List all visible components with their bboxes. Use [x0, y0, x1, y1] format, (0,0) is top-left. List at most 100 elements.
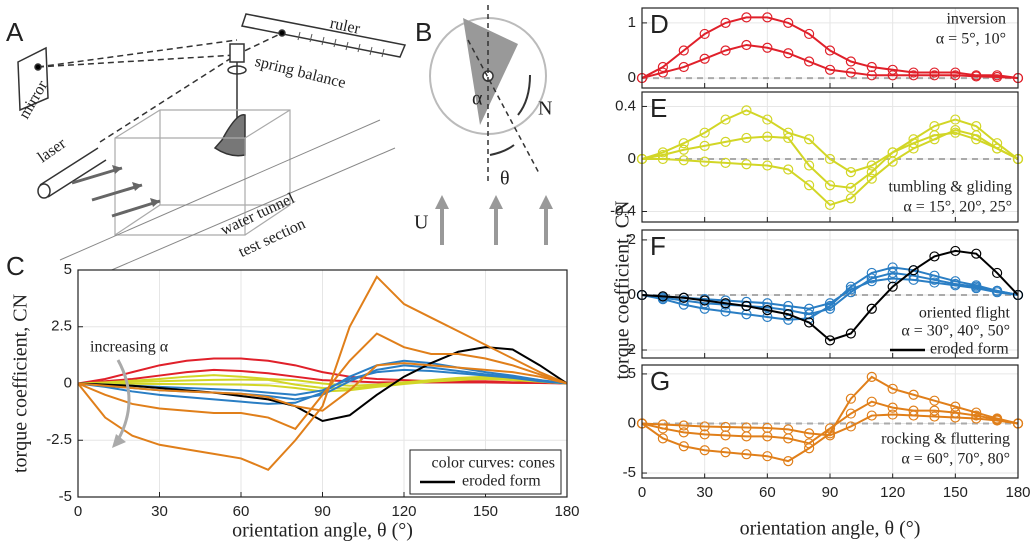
marker	[845, 193, 856, 204]
marker	[741, 300, 752, 312]
marker	[971, 130, 982, 141]
marker	[845, 281, 856, 292]
marker	[866, 173, 877, 184]
marker	[783, 132, 794, 144]
marker	[720, 157, 731, 169]
marker	[992, 285, 1003, 296]
marker	[845, 408, 856, 419]
marker	[678, 441, 689, 452]
marker	[824, 153, 836, 165]
marker	[929, 270, 940, 281]
marker	[699, 421, 710, 432]
marker	[929, 405, 940, 416]
marker	[887, 402, 898, 413]
series-line	[641, 109, 1019, 174]
marker	[741, 159, 752, 170]
tunnel	[114, 109, 291, 237]
marker	[929, 67, 940, 78]
dot	[34, 63, 42, 71]
series-line	[641, 43, 1019, 80]
frame	[641, 229, 1019, 359]
marker	[992, 143, 1003, 154]
panel-letter: B	[415, 17, 432, 47]
panel-letter: A	[6, 17, 24, 47]
marker	[866, 160, 877, 171]
y-tick-label: 0	[628, 286, 636, 303]
marker	[762, 131, 773, 142]
marker	[887, 409, 898, 420]
marker	[657, 67, 668, 78]
marker	[678, 144, 689, 155]
marker	[762, 451, 773, 462]
marker	[824, 335, 836, 346]
annotation: α = 15°, 20°, 25°	[903, 199, 1012, 216]
marker	[845, 328, 856, 339]
marker	[950, 401, 961, 412]
series-line	[77, 332, 568, 431]
marker	[699, 53, 710, 64]
marker	[762, 431, 773, 442]
annotation: increasing α	[90, 339, 169, 356]
marker	[887, 70, 898, 81]
y-tick-label: 1	[628, 14, 636, 31]
marker	[908, 405, 919, 416]
marker	[950, 276, 961, 287]
marker	[824, 428, 836, 439]
y-tick-label: 0.4	[615, 97, 636, 114]
label: θ	[500, 168, 510, 190]
marker	[720, 430, 731, 441]
label: N	[538, 98, 552, 120]
marker	[887, 64, 898, 75]
annotation: α = 5°, 10°	[936, 31, 1006, 48]
marker	[804, 428, 815, 439]
arrow-head	[112, 165, 160, 207]
balance	[229, 43, 245, 63]
marker	[741, 105, 752, 116]
marker	[824, 64, 836, 75]
marker	[720, 298, 731, 309]
marker	[866, 267, 877, 279]
marker	[887, 156, 898, 167]
marker	[699, 445, 710, 456]
legend-box	[409, 449, 562, 495]
frame	[641, 364, 1019, 479]
y-axis-label: torque coefficient, CN	[612, 200, 634, 379]
annotation: rocking & fluttering	[881, 431, 1010, 448]
marker	[741, 449, 752, 460]
moment-arrow	[517, 74, 531, 116]
x-tick-label: 120	[391, 503, 416, 520]
x-axis-label: orientation angle, θ (°)	[232, 520, 413, 542]
marker	[657, 433, 668, 444]
annotation: oriented flight	[919, 305, 1011, 322]
y-tick-label: 2.5	[51, 318, 72, 335]
marker	[845, 167, 856, 178]
marker	[804, 443, 815, 454]
marker	[992, 267, 1003, 279]
marker	[929, 251, 940, 262]
marker	[804, 160, 815, 171]
marker	[804, 180, 815, 191]
marker	[783, 164, 794, 175]
x-tick-label: 90	[314, 503, 331, 520]
annotation: inversion	[946, 11, 1006, 28]
marker	[845, 182, 856, 193]
y-tick-label: 0	[628, 69, 636, 86]
diagram-b: B α N θ U	[414, 5, 553, 245]
marker	[866, 167, 877, 178]
series-line	[77, 346, 568, 423]
series-line	[641, 131, 1019, 189]
marker	[762, 42, 773, 53]
marker	[804, 28, 815, 40]
frame	[641, 7, 1019, 89]
marker	[741, 132, 752, 144]
marker	[762, 160, 773, 171]
marker	[824, 199, 836, 211]
y-tick-label: -2	[623, 341, 636, 358]
label: U	[414, 212, 429, 234]
x-tick-label: 90	[822, 484, 839, 501]
marker	[950, 245, 961, 257]
marker	[950, 407, 961, 418]
marker	[720, 306, 731, 317]
